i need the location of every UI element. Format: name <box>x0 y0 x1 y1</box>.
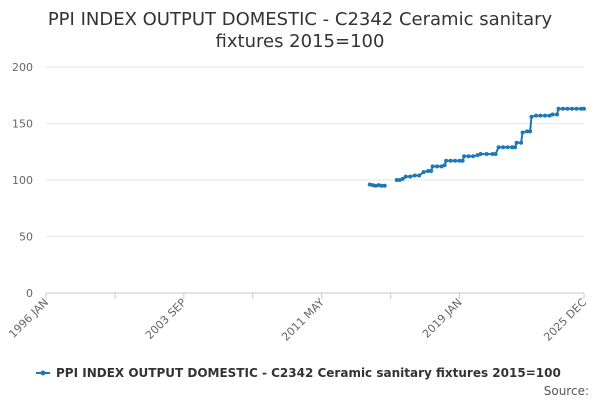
data-point[interactable] <box>582 106 586 111</box>
data-point[interactable] <box>426 169 431 173</box>
data-point[interactable] <box>529 114 534 119</box>
data-point[interactable] <box>471 154 476 159</box>
x-axis: 1996 JAN 2003 SEP 2011 MAY 2019 JAN 2025 DEC <box>6 293 589 344</box>
x-tick-label: 2019 JAN <box>420 296 465 341</box>
data-point[interactable] <box>550 112 555 117</box>
data-point[interactable] <box>510 145 515 150</box>
data-point[interactable] <box>462 154 467 159</box>
data-point[interactable] <box>493 152 498 156</box>
data-point[interactable] <box>403 174 408 179</box>
data-point[interactable] <box>484 152 489 156</box>
data-point[interactable] <box>430 164 435 169</box>
series-line <box>367 106 586 188</box>
source-label: Source: <box>544 384 589 398</box>
data-point[interactable] <box>444 158 449 163</box>
data-point[interactable] <box>376 183 381 188</box>
data-point[interactable] <box>457 158 462 163</box>
data-point[interactable] <box>513 145 518 150</box>
data-point[interactable] <box>417 173 422 178</box>
x-tick-label: 2003 SEP <box>143 296 189 342</box>
data-point[interactable] <box>505 145 510 150</box>
data-point[interactable] <box>394 178 399 182</box>
x-tick-label: 2011 MAY <box>279 296 327 344</box>
data-point[interactable] <box>460 158 465 163</box>
data-point[interactable] <box>520 130 525 135</box>
data-point[interactable] <box>501 145 506 150</box>
data-point[interactable] <box>547 113 552 118</box>
data-point[interactable] <box>543 113 547 118</box>
data-point[interactable] <box>555 112 559 117</box>
data-point[interactable] <box>370 183 375 188</box>
y-tick-label: 150 <box>12 118 33 131</box>
series-layer <box>367 106 586 188</box>
chart-title-line-1: PPI INDEX OUTPUT DOMESTIC - C2342 Cerami… <box>48 9 553 30</box>
data-point[interactable] <box>400 176 405 181</box>
data-point[interactable] <box>382 183 387 188</box>
data-point[interactable] <box>556 106 561 111</box>
y-tick-label: 200 <box>12 61 33 74</box>
data-point[interactable] <box>519 140 524 145</box>
data-point[interactable] <box>525 129 530 134</box>
grid-lines <box>46 66 584 294</box>
data-point[interactable] <box>379 183 384 188</box>
series-line-segment <box>396 107 584 181</box>
data-point[interactable] <box>367 182 372 187</box>
legend[interactable]: PPI INDEX OUTPUT DOMESTIC - C2342 Cerami… <box>36 366 561 380</box>
legend-swatch-marker <box>40 370 46 376</box>
data-point[interactable] <box>561 106 565 111</box>
data-point[interactable] <box>453 158 458 163</box>
data-point[interactable] <box>397 178 402 182</box>
data-point[interactable] <box>429 169 434 173</box>
data-point[interactable] <box>442 163 447 168</box>
data-point[interactable] <box>373 183 378 188</box>
data-point[interactable] <box>448 158 453 163</box>
data-point[interactable] <box>496 145 501 150</box>
x-tick-label: 2025 DEC <box>541 296 589 344</box>
y-tick-label: 100 <box>12 174 33 187</box>
data-point[interactable] <box>570 106 574 111</box>
data-point[interactable] <box>490 152 495 156</box>
y-axis: 0 50 100 150 200 <box>12 61 33 300</box>
y-tick-label: 50 <box>19 231 33 244</box>
data-point[interactable] <box>538 113 543 118</box>
y-tick-label: 0 <box>26 287 33 300</box>
data-point[interactable] <box>579 106 583 111</box>
x-tick-label: 1996 JAN <box>6 296 51 341</box>
legend-item-label: PPI INDEX OUTPUT DOMESTIC - C2342 Cerami… <box>56 366 561 380</box>
data-point[interactable] <box>421 170 426 175</box>
chart-title: PPI INDEX OUTPUT DOMESTIC - C2342 Cerami… <box>48 9 553 52</box>
data-point[interactable] <box>475 153 480 158</box>
data-point[interactable] <box>412 173 417 178</box>
data-point[interactable] <box>565 106 570 111</box>
data-point[interactable] <box>466 154 471 159</box>
data-point[interactable] <box>528 129 533 134</box>
data-point[interactable] <box>439 164 444 169</box>
data-point[interactable] <box>534 113 538 118</box>
data-point[interactable] <box>514 140 519 145</box>
data-point[interactable] <box>408 174 413 179</box>
data-point[interactable] <box>435 164 440 169</box>
data-point[interactable] <box>478 152 483 156</box>
chart-title-line-2: fixtures 2015=100 <box>216 31 385 52</box>
data-point[interactable] <box>574 106 579 111</box>
